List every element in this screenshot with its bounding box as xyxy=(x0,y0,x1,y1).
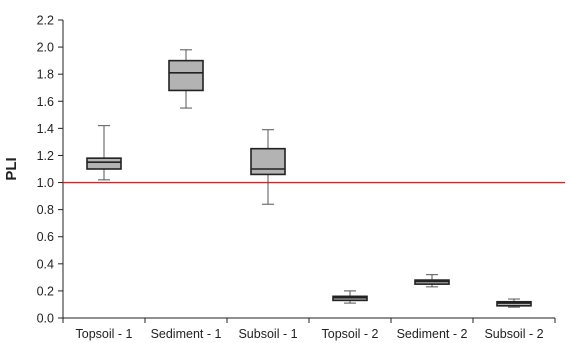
iqr-box xyxy=(168,59,204,92)
box-1 xyxy=(86,125,122,181)
y-axis-title: PLI xyxy=(3,157,20,180)
y-tick-label: 1.2 xyxy=(37,149,54,163)
x-category-label: Subsoil - 2 xyxy=(484,327,543,341)
y-tick-label: 1.4 xyxy=(37,122,54,136)
y-tick-label: 1.8 xyxy=(37,68,54,82)
box-2 xyxy=(168,49,204,109)
iqr-box xyxy=(250,147,286,176)
x-category-label: Sediment - 2 xyxy=(397,327,468,341)
x-category-label: Subsoil - 1 xyxy=(238,327,297,341)
y-tick-label: 2.2 xyxy=(37,14,54,28)
y-tick-label: 2.0 xyxy=(37,41,54,55)
x-axis-ticks: Topsoil - 1 Sediment - 1 Subsoil - 1 Topsoi… xyxy=(62,318,556,341)
box-3 xyxy=(250,129,286,205)
y-axis-ticks: 0.0 0.2 0.4 0.6 0.8 1.0 1.2 1.4 1.6 1.8 2.0 2.2 xyxy=(37,14,63,326)
x-category-label: Topsoil - 1 xyxy=(76,327,133,341)
box-series xyxy=(86,49,532,308)
y-tick-label: 0.6 xyxy=(37,230,54,244)
y-tick-label: 1.0 xyxy=(37,176,54,190)
axes xyxy=(62,20,555,319)
box-5 xyxy=(414,274,450,288)
y-tick-label: 0.2 xyxy=(37,284,54,298)
y-tick-label: 0.8 xyxy=(37,203,54,217)
x-category-label: Sediment - 1 xyxy=(151,327,222,341)
x-category-label: Topsoil - 2 xyxy=(322,327,379,341)
y-tick-label: 0.4 xyxy=(37,257,54,271)
box-4 xyxy=(332,290,368,304)
y-tick-label: 0.0 xyxy=(37,312,54,326)
box-6 xyxy=(496,298,532,308)
y-tick-label: 1.6 xyxy=(37,95,54,109)
iqr-box xyxy=(86,157,122,170)
